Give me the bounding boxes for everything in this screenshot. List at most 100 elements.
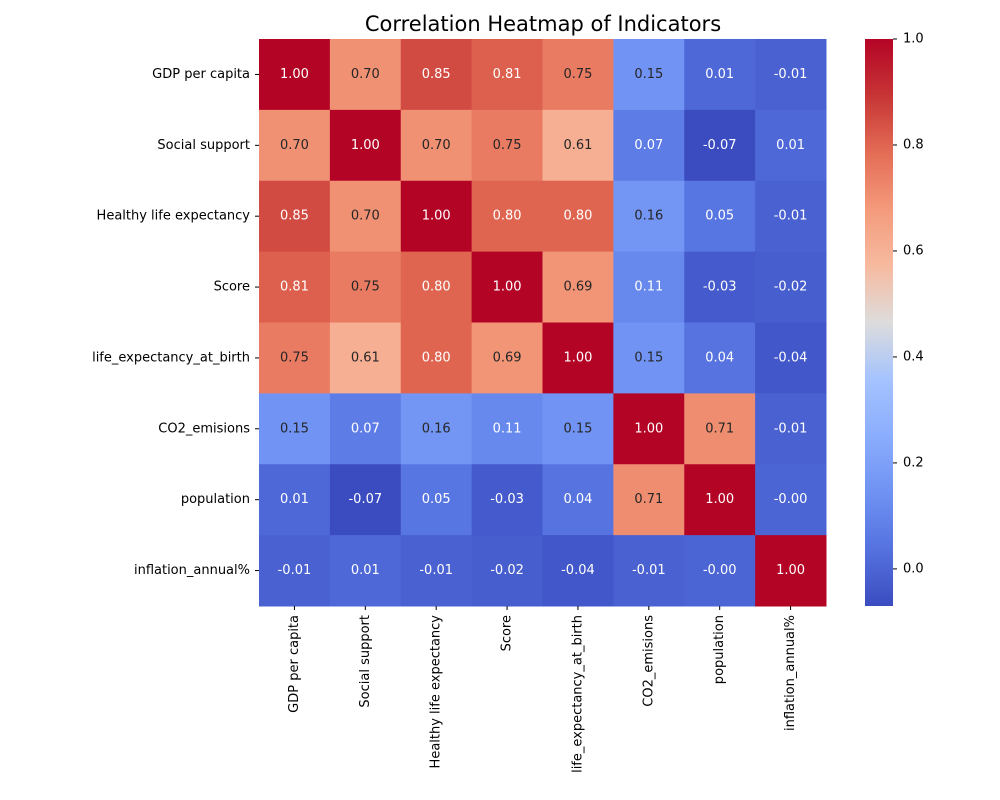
x-axis-label-1: Social support — [358, 615, 373, 708]
heatmap-cell-3-2 — [400, 251, 473, 323]
heatmap-value-label-0-1: 0.70 — [351, 67, 380, 82]
heatmap-cell-6-5 — [613, 464, 685, 536]
heatmap-cell-7-2 — [400, 535, 473, 607]
heatmap-cell-3-3 — [471, 251, 543, 323]
heatmap-cell-4-7 — [755, 322, 827, 394]
heatmap-cell-4-5 — [613, 322, 685, 394]
heatmap-value-label-5-1: 0.07 — [351, 421, 380, 436]
heatmap-value-label-7-3: -0.02 — [490, 563, 524, 578]
heatmap-value-label-6-0: 0.01 — [280, 492, 309, 507]
heatmap-value-label-7-5: -0.01 — [632, 563, 666, 578]
y-axis-label-7: inflation_annual% — [134, 563, 250, 578]
heatmap-value-label-4-4: 1.00 — [563, 350, 592, 365]
colorbar-tick-label-2: 0.4 — [903, 349, 924, 364]
colorbar-tick-label-1: 0.2 — [903, 455, 924, 470]
heatmap-annotations: 1.00 0.70 0.85 0.81 0.75 0.15 0.01 -0.01 0.70 1.0… — [278, 67, 808, 578]
heatmap-value-label-7-0: -0.01 — [278, 563, 312, 578]
heatmap-value-label-7-7: 1.00 — [776, 563, 805, 578]
heatmap-cell-6-2 — [400, 464, 473, 536]
heatmap-value-label-7-4: -0.04 — [561, 563, 595, 578]
heatmap-cell-3-0 — [259, 251, 331, 323]
heatmap-cell-5-7 — [755, 393, 827, 465]
heatmap-value-label-5-4: 0.15 — [563, 421, 592, 436]
y-axis: GDP per capita Social support Healthy life… — [92, 67, 259, 578]
heatmap-cell-0-4 — [542, 39, 614, 111]
heatmap-value-label-3-4: 0.69 — [563, 280, 592, 295]
heatmap-cell-6-3 — [471, 464, 543, 536]
heatmap-cell-7-3 — [471, 535, 543, 607]
heatmap-value-label-2-7: -0.01 — [774, 209, 808, 224]
heatmap-cell-0-0 — [259, 39, 331, 111]
heatmap-cell-7-4 — [542, 535, 614, 607]
heatmap-value-label-1-6: -0.07 — [703, 138, 737, 153]
colorbar-tick-label-5: 1.0 — [903, 32, 924, 47]
x-axis: GDP per capita Social support Healthy life… — [287, 606, 798, 773]
heatmap-cell-6-0 — [259, 464, 331, 536]
heatmap-cell-4-6 — [684, 322, 756, 394]
heatmap-value-label-4-2: 0.80 — [422, 350, 451, 365]
x-axis-label-7: inflation_annual% — [783, 615, 798, 731]
x-axis-label-2: Healthy life expectancy — [429, 615, 444, 769]
heatmap-cell-2-2 — [400, 180, 473, 253]
heatmap-value-label-0-4: 0.75 — [563, 67, 592, 82]
heatmap-value-label-2-1: 0.70 — [351, 209, 380, 224]
heatmap-value-label-2-4: 0.80 — [563, 209, 592, 224]
heatmap-value-label-1-5: 0.07 — [634, 138, 663, 153]
heatmap-value-label-6-7: -0.00 — [774, 492, 808, 507]
heatmap-value-label-5-2: 0.16 — [422, 421, 451, 436]
heatmap-cell-5-4 — [542, 393, 614, 465]
colorbar-tick-label-3: 0.6 — [903, 243, 924, 258]
heatmap-cell-0-1 — [329, 39, 402, 111]
heatmap-value-label-3-1: 0.75 — [351, 280, 380, 295]
y-axis-label-5: CO2_emisions — [158, 421, 250, 436]
y-axis-label-1: Social support — [157, 138, 250, 153]
heatmap-value-label-7-1: 0.01 — [351, 563, 380, 578]
heatmap-value-label-5-6: 0.71 — [705, 421, 734, 436]
heatmap-cell-4-0 — [259, 322, 331, 394]
heatmap-cell-5-5 — [613, 393, 685, 465]
heatmap-value-label-1-2: 0.70 — [422, 138, 451, 153]
heatmap-cell-2-1 — [329, 180, 402, 253]
heatmap-cell-5-6 — [684, 393, 756, 465]
colorbar-tick-label-0: 0.0 — [903, 561, 924, 576]
heatmap-cell-5-3 — [471, 393, 543, 465]
heatmap-cell-0-6 — [684, 39, 756, 111]
heatmap-value-label-2-3: 0.80 — [493, 209, 522, 224]
heatmap-cell-1-2 — [400, 109, 473, 182]
heatmap-value-label-4-1: 0.61 — [351, 350, 380, 365]
heatmap-cell-0-7 — [755, 39, 827, 111]
y-axis-label-2: Healthy life expectancy — [97, 209, 251, 224]
heatmap-cell-3-7 — [755, 251, 827, 323]
heatmap-cell-7-5 — [613, 535, 685, 607]
heatmap-cell-7-7 — [755, 535, 827, 607]
x-axis-label-0: GDP per capita — [287, 615, 302, 713]
heatmap-value-label-3-0: 0.81 — [280, 280, 309, 295]
heatmap-value-label-2-5: 0.16 — [634, 209, 663, 224]
heatmap-cells — [259, 39, 827, 607]
heatmap-cell-0-5 — [613, 39, 685, 111]
heatmap-cell-4-1 — [329, 322, 402, 394]
heatmap-value-label-4-5: 0.15 — [634, 350, 663, 365]
heatmap-value-label-2-6: 0.05 — [705, 209, 734, 224]
colorbar-gradient — [865, 39, 893, 606]
heatmap-value-label-0-6: 0.01 — [705, 67, 734, 82]
heatmap-value-label-6-1: -0.07 — [348, 492, 382, 507]
heatmap-cell-1-0 — [259, 109, 331, 182]
y-axis-label-3: Score — [214, 280, 250, 295]
heatmap-cell-4-3 — [471, 322, 543, 394]
heatmap-cell-2-0 — [259, 180, 331, 253]
heatmap-value-label-6-2: 0.05 — [422, 492, 451, 507]
heatmap-value-label-7-2: -0.01 — [419, 563, 453, 578]
heatmap-cell-7-6 — [684, 535, 756, 607]
heatmap-value-label-1-4: 0.61 — [563, 138, 592, 153]
heatmap-cell-0-3 — [471, 39, 543, 111]
heatmap-cell-2-4 — [542, 180, 614, 253]
heatmap-value-label-4-6: 0.04 — [705, 350, 734, 365]
y-axis-label-6: population — [181, 492, 250, 507]
colorbar: 0.0 0.2 0.4 0.6 0.8 1.0 — [865, 32, 924, 606]
heatmap-value-label-4-3: 0.69 — [493, 350, 522, 365]
heatmap-value-label-2-2: 1.00 — [422, 209, 451, 224]
heatmap-value-label-1-3: 0.75 — [493, 138, 522, 153]
x-axis-label-6: population — [712, 615, 727, 684]
